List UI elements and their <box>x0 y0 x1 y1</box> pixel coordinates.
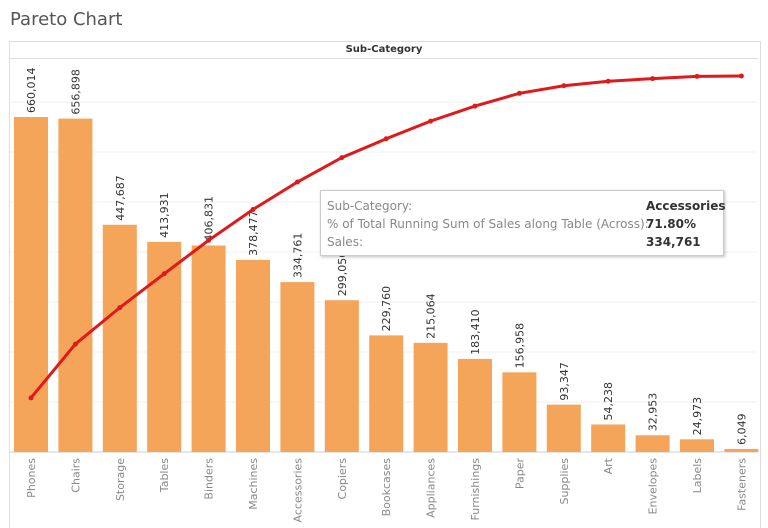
line-point <box>428 118 434 124</box>
page-title: Pareto Chart <box>10 9 123 30</box>
column-header: Sub-Category <box>10 42 758 59</box>
tick-label: Appliances <box>425 458 438 518</box>
data-label: 413,931 <box>158 192 171 238</box>
tick-label: Bookcases <box>380 458 393 517</box>
data-label: 215,064 <box>425 293 438 339</box>
data-label: 183,410 <box>469 309 482 355</box>
tick-label: Paper <box>513 458 526 490</box>
data-label: 334,761 <box>291 233 304 279</box>
data-label: 54,238 <box>602 382 615 421</box>
line-point <box>694 73 700 79</box>
data-label: 156,958 <box>513 323 526 369</box>
bar-phones <box>14 117 48 452</box>
tooltip: Sub-Category: Accessories % of Total Run… <box>320 190 726 256</box>
data-label: 93,347 <box>558 362 571 401</box>
bar-fasteners <box>724 448 759 452</box>
tooltip-value: Accessories <box>646 199 726 213</box>
line-point <box>294 179 300 185</box>
tooltip-label: Sub-Category: <box>327 199 413 213</box>
tick-label: Chairs <box>69 458 82 493</box>
line-point <box>72 341 78 347</box>
data-label: 229,760 <box>380 286 393 332</box>
tick-label: Art <box>602 457 615 474</box>
line-point <box>383 136 389 142</box>
data-label: 447,687 <box>114 175 127 221</box>
line-point <box>117 305 123 311</box>
data-label: 660,014 <box>25 68 38 114</box>
data-label: 24,973 <box>691 397 704 436</box>
tooltip-label: Sales: <box>327 235 363 249</box>
line-point <box>339 155 345 161</box>
line-point <box>206 237 212 243</box>
tick-label: Copiers <box>336 458 349 500</box>
data-label: 299,056 <box>336 251 349 297</box>
tooltip-value: 334,761 <box>646 235 701 249</box>
bar-binders <box>191 245 226 452</box>
bar-tables <box>147 241 182 452</box>
bar-bookcases <box>369 335 404 452</box>
bar-accessories <box>280 282 315 452</box>
line-point <box>161 271 167 277</box>
line-point <box>28 395 34 401</box>
tick-label: Machines <box>247 458 260 510</box>
bar-machines <box>236 259 270 452</box>
tick-label: Labels <box>691 458 704 494</box>
chart-frame <box>9 41 761 528</box>
line-point <box>516 90 522 96</box>
data-label: 656,898 <box>69 69 82 115</box>
bar-labels <box>680 439 714 452</box>
bar-paper <box>502 372 537 452</box>
tick-label: Fasteners <box>735 458 748 511</box>
bar-furnishings <box>458 358 492 452</box>
tooltip-label: % of Total Running Sum of Sales along Ta… <box>327 217 649 231</box>
data-label: 406,831 <box>203 196 216 242</box>
bar-art <box>591 424 626 452</box>
data-label: 32,953 <box>647 393 660 432</box>
tick-label: Supplies <box>558 458 571 505</box>
bar-chairs <box>58 118 93 452</box>
line-point <box>472 103 478 109</box>
data-label: 6,049 <box>735 413 748 445</box>
bar-storage <box>102 224 137 452</box>
tooltip-value: 71.80% <box>646 217 696 231</box>
tick-label: Storage <box>114 458 127 501</box>
line-point <box>605 78 611 84</box>
tick-label: Tables <box>158 458 171 493</box>
tick-label: Furnishings <box>469 458 482 521</box>
bar-copiers <box>324 300 359 452</box>
data-label: 378,477 <box>247 210 260 256</box>
tick-label: Accessories <box>291 458 304 523</box>
tick-label: Phones <box>25 458 38 498</box>
bar-supplies <box>546 404 581 452</box>
line-point <box>738 73 744 79</box>
bar-envelopes <box>635 435 670 452</box>
line-point <box>250 206 256 212</box>
bar-appliances <box>413 342 448 452</box>
tick-label: Envelopes <box>647 458 660 515</box>
tick-label: Binders <box>203 458 216 500</box>
line-point <box>561 83 567 89</box>
line-point <box>650 76 656 82</box>
